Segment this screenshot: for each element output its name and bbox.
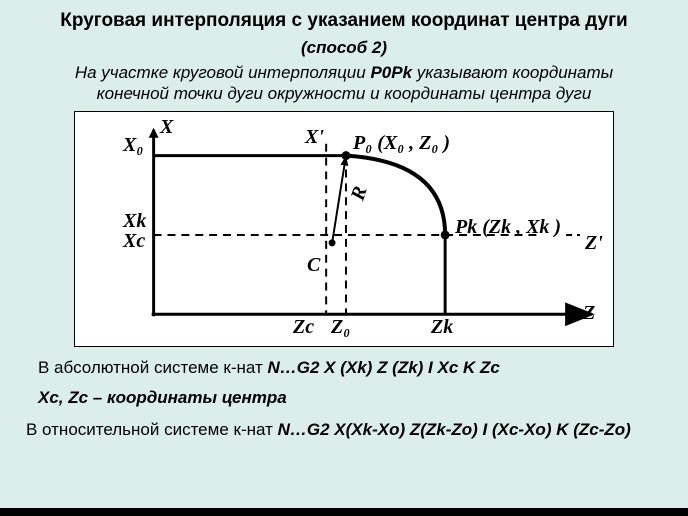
- desc-part1: На участке круговой интерполяции: [75, 63, 366, 82]
- page-title: Круговая интерполяция с указанием коорди…: [0, 0, 688, 32]
- formulas-block: В абсолютной системе к-нат N…G2 X (Xk) Z…: [0, 347, 688, 441]
- label-z: Z: [583, 302, 595, 325]
- absolute-system-line: В абсолютной системе к-нат N…G2 X (Xk) Z…: [38, 357, 662, 379]
- label-zc: Zс: [293, 316, 314, 339]
- label-x0: X₀: [123, 134, 143, 157]
- desc-part2a: указывают координаты: [417, 63, 613, 82]
- label-p0: P₀ (X₀ , Z₀ ): [353, 132, 450, 155]
- label-zprime: Z': [585, 232, 603, 255]
- label-x: X: [160, 116, 173, 139]
- description: На участке круговой интерполяции P0Pk ук…: [30, 62, 658, 105]
- bottom-bar: [0, 508, 688, 516]
- label-z0: Z₀: [331, 316, 350, 339]
- label-xc: Xс: [123, 230, 145, 253]
- rel-prefix: В относительной системе к-нат: [26, 420, 273, 439]
- label-zk: Zk: [431, 316, 453, 339]
- rel-formula: N…G2 X(Xk-Xo) Z(Zk-Zo) I (Xc-Xo) K (Zc-Z…: [278, 420, 631, 439]
- abs-formula: N…G2 X (Xk) Z (Zk) I Xc K Zc: [267, 358, 499, 377]
- relative-system-line: В относительной системе к-нат N…G2 X(Xk-…: [26, 419, 662, 441]
- page-subtitle: (способ 2): [0, 38, 688, 58]
- label-pk: Pk (Zk , Xk ): [455, 216, 561, 239]
- center-note: Xc, Zc – координаты центра: [38, 387, 662, 409]
- desc-part2b: конечной точки дуги окружности и координ…: [97, 84, 592, 103]
- diagram: XX₀XkXсX'P₀ (X₀ , Z₀ )Pk (Zk , Xk )RCZсZ…: [74, 111, 614, 347]
- desc-segment: P0Pk: [370, 63, 412, 82]
- label-xprime: X': [305, 126, 324, 149]
- abs-prefix: В абсолютной системе к-нат: [38, 358, 263, 377]
- label-c: C: [307, 254, 320, 277]
